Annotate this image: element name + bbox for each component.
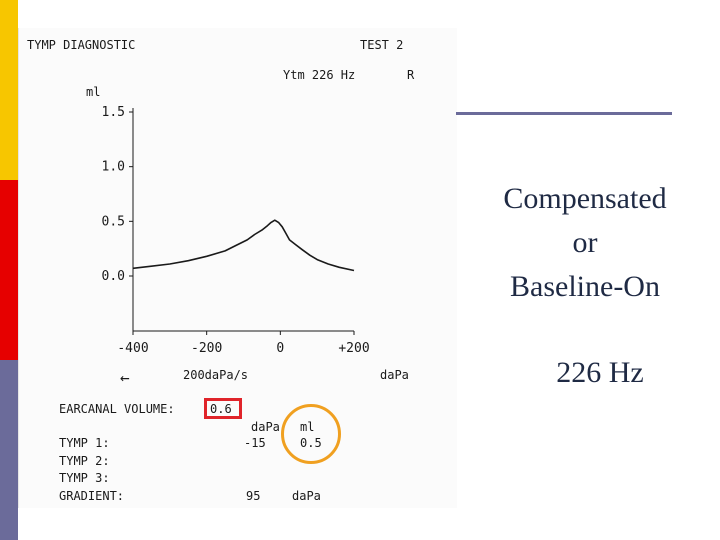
gradient-label: GRADIENT:: [59, 489, 125, 503]
tymp1-pressure: -15: [244, 436, 266, 450]
column-dapa-header: daPa: [251, 420, 280, 434]
y-tick-label: 0.5: [102, 214, 125, 229]
heading-line-2: or: [572, 226, 598, 259]
earcanal-volume-label: EARCANAL VOLUME:: [59, 402, 175, 416]
gradient-value: 95: [246, 489, 261, 503]
title-divider: [456, 112, 672, 115]
chart-axes: [132, 108, 354, 332]
probe-frequency: Ytm 226 Hz: [283, 68, 356, 82]
ear-side: R: [407, 68, 415, 82]
y-tick-label: 1.5: [102, 105, 125, 120]
accent-bar-yellow: [0, 0, 18, 180]
chart-ticks: 0.0 0.5 1.0 1.5 -400 -200 0 +200: [102, 105, 370, 356]
rate-label: 200daPa/s: [183, 368, 249, 382]
tymp2-label: TYMP 2:: [59, 454, 110, 468]
x-tick-label: -400: [117, 341, 148, 356]
tympanogram-printout: [18, 28, 457, 508]
x-tick-label: +200: [338, 341, 369, 356]
volume-highlight-box: [204, 398, 242, 419]
tymp-highlight-circle: [281, 404, 341, 464]
chart-series: [132, 219, 355, 272]
test-number: TEST 2: [360, 38, 404, 52]
heading-line-1: Compensated: [503, 182, 667, 215]
printout-title: TYMP DIAGNOSTIC: [27, 38, 136, 52]
heading-line-3: Baseline-On: [510, 270, 660, 303]
x-tick-label: 0: [276, 341, 284, 356]
x-tick-label: -200: [191, 341, 222, 356]
frequency-label: 226 Hz: [556, 356, 644, 389]
tymp1-label: TYMP 1:: [59, 436, 110, 450]
accent-bar-purple: [0, 360, 18, 540]
left-arrow-icon: ←: [120, 368, 130, 387]
tymp3-label: TYMP 3:: [59, 471, 110, 485]
accent-bar-red: [0, 180, 18, 360]
gradient-unit: daPa: [292, 489, 321, 503]
y-axis-label: ml: [86, 85, 100, 99]
earcanal-volume-value: 0.6: [210, 402, 232, 416]
y-tick-label: 0.0: [102, 269, 125, 284]
x-unit-label: daPa: [380, 368, 409, 382]
y-tick-label: 1.0: [102, 160, 125, 175]
compliance-curve: [132, 219, 355, 272]
